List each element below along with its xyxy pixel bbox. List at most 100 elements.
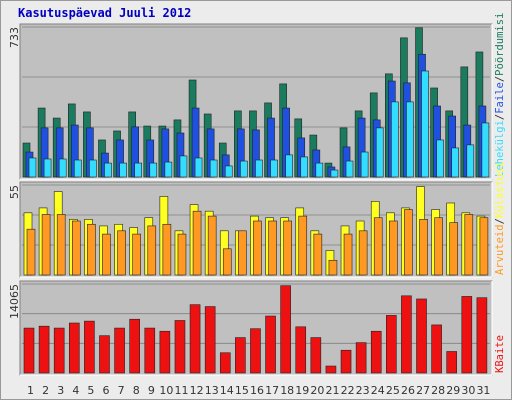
bar — [41, 214, 51, 276]
x-tick-label: 10 — [159, 384, 173, 397]
bar — [250, 328, 261, 374]
x-tick-label: 4 — [72, 384, 79, 397]
bar — [204, 306, 216, 374]
y-tick-label: 733 — [8, 27, 21, 48]
bar — [285, 154, 293, 178]
bar — [328, 259, 338, 276]
x-tick-label: 18 — [280, 384, 294, 397]
x-tick-label: 17 — [265, 384, 279, 397]
x-tick-label: 2 — [42, 384, 49, 397]
bar — [99, 335, 110, 374]
bar — [28, 157, 37, 178]
bar — [464, 214, 474, 276]
x-tick-label: 25 — [386, 384, 400, 397]
bar — [194, 157, 203, 178]
legend: KBaite — [494, 335, 506, 373]
bar — [360, 151, 369, 178]
x-tick-label: 29 — [446, 384, 460, 397]
bar — [147, 225, 157, 276]
x-tick-label: 24 — [371, 384, 385, 397]
x-tick-label: 9 — [148, 384, 155, 397]
bar — [373, 217, 383, 276]
bar — [389, 220, 398, 276]
x-tick-label: 26 — [401, 384, 415, 397]
bar — [58, 158, 67, 178]
bar — [298, 215, 308, 276]
legend-entry: Lehekülgi — [494, 120, 506, 177]
bar — [209, 159, 218, 178]
bar — [315, 162, 324, 178]
bar — [270, 159, 278, 178]
x-tick-label: 20 — [310, 384, 324, 397]
bar — [174, 320, 186, 374]
bar — [177, 233, 187, 276]
bar — [449, 222, 459, 276]
bar — [431, 324, 442, 374]
bar — [117, 230, 126, 276]
bar — [189, 304, 201, 374]
legend-entry: Pöördumisi — [494, 13, 506, 76]
bar — [416, 298, 427, 374]
bar — [313, 233, 323, 276]
y-tick-label: 14065 — [8, 284, 21, 319]
bar — [238, 230, 247, 276]
bar — [421, 70, 429, 178]
x-tick-label: 13 — [205, 384, 219, 397]
x-tick-label: 14 — [220, 384, 234, 397]
bar — [481, 122, 490, 178]
bar — [370, 330, 382, 374]
bar — [283, 220, 292, 276]
bar — [134, 162, 142, 178]
bar — [219, 352, 231, 374]
bar — [89, 159, 97, 178]
bar — [386, 315, 397, 374]
bar — [466, 144, 475, 178]
bar — [235, 337, 246, 374]
bar — [401, 295, 412, 374]
legend-separator: / — [494, 114, 506, 120]
x-tick-label: 27 — [416, 384, 430, 397]
bar — [265, 315, 276, 374]
bar — [253, 220, 262, 276]
bar — [23, 327, 35, 374]
bar — [375, 127, 384, 178]
bar — [343, 233, 353, 276]
bar — [164, 161, 173, 178]
x-tick-label: 5 — [87, 384, 94, 397]
bar — [56, 214, 66, 276]
legend: Arvuteid/Külastusi — [494, 161, 506, 275]
bar — [192, 210, 202, 276]
x-tick-label: 8 — [133, 384, 140, 397]
bar — [73, 159, 82, 178]
bar — [355, 342, 367, 374]
x-tick-label: 31 — [476, 384, 490, 397]
bar — [434, 217, 443, 276]
bar — [159, 330, 171, 374]
bar — [330, 169, 339, 178]
bar — [26, 228, 36, 276]
bar — [406, 101, 414, 178]
x-tick-label: 28 — [431, 384, 445, 397]
x-tick-label: 16 — [250, 384, 264, 397]
bar — [358, 230, 368, 276]
bar — [38, 325, 50, 374]
legend-entry: Arvuteid — [494, 224, 506, 275]
x-tick-label: 1 — [27, 384, 34, 397]
bar — [446, 351, 458, 374]
bar — [102, 233, 111, 276]
bar — [345, 160, 354, 178]
bar — [325, 365, 337, 374]
chart-title: Kasutuspäevad Juuli 2012 — [18, 6, 191, 20]
bar — [340, 349, 352, 374]
x-tick-label: 3 — [57, 384, 64, 397]
bar — [280, 285, 291, 374]
x-tick-label: 7 — [118, 384, 125, 397]
x-tick-label: 30 — [461, 384, 475, 397]
bar — [53, 327, 65, 374]
bar — [71, 220, 81, 276]
bar — [129, 318, 140, 374]
legend-entry: Faile — [494, 82, 506, 114]
bar — [479, 217, 489, 276]
bar — [114, 327, 125, 374]
legend-entry: Külastusi — [494, 161, 506, 218]
